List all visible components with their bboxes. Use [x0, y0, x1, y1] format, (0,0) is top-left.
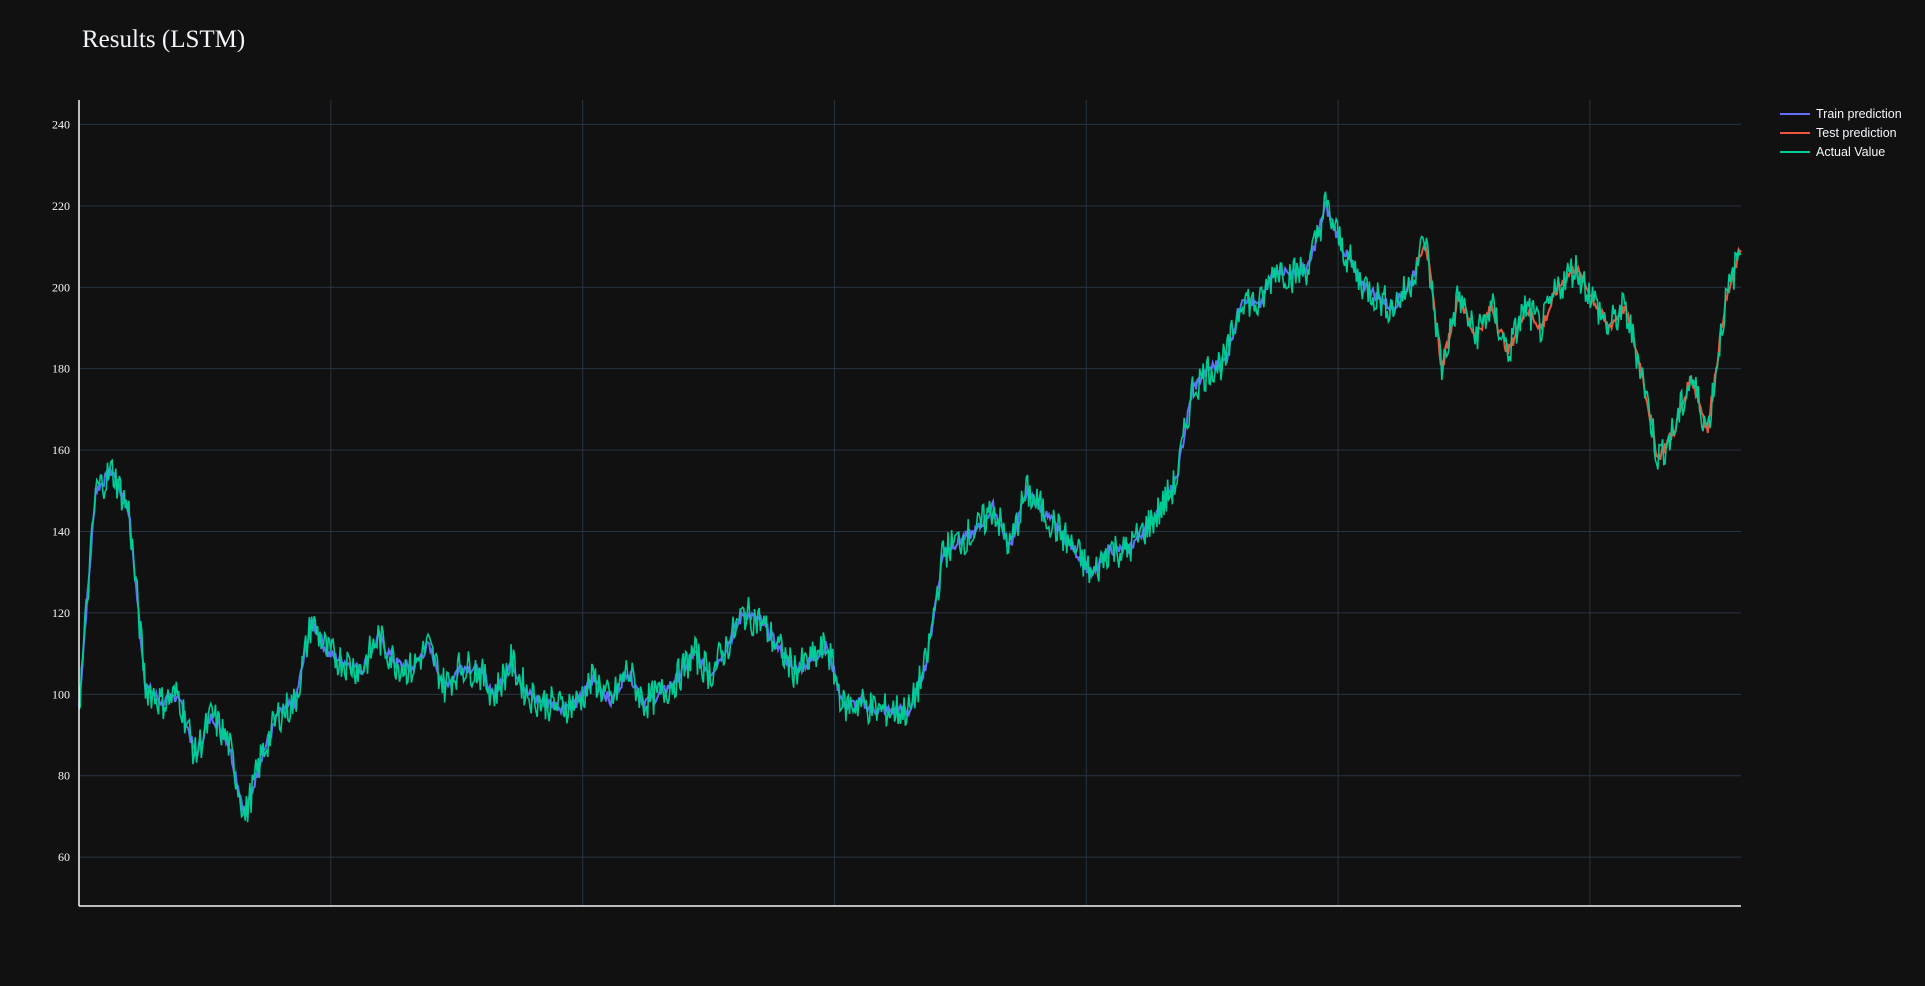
legend-item-test[interactable]: Test prediction	[1780, 123, 1902, 142]
legend-item-train[interactable]: Train prediction	[1780, 104, 1902, 123]
y-tick-label: 180	[52, 362, 70, 376]
y-tick-label: 160	[52, 443, 70, 457]
legend-swatch-train	[1780, 112, 1810, 115]
y-tick-label: 140	[52, 524, 70, 538]
y-axis-ticks: 60 80 100 120 140 160 180 200 220 240	[52, 117, 70, 864]
legend-label-train: Train prediction	[1816, 106, 1902, 121]
y-tick-label: 100	[52, 687, 70, 701]
legend-item-actual[interactable]: Actual Value	[1780, 142, 1902, 161]
legend-label-test: Test prediction	[1816, 125, 1897, 140]
series-lines	[78, 191, 1742, 823]
legend: Train prediction Test prediction Actual …	[1780, 104, 1902, 161]
y-tick-label: 240	[52, 117, 70, 131]
y-tick-label: 200	[52, 280, 70, 294]
legend-label-actual: Actual Value	[1816, 144, 1886, 159]
y-tick-label: 60	[58, 850, 70, 864]
legend-swatch-actual	[1780, 150, 1810, 153]
chart-title: Results (LSTM)	[82, 26, 246, 53]
legend-swatch-test	[1780, 131, 1810, 134]
y-tick-label: 220	[52, 199, 70, 213]
y-tick-label: 120	[52, 606, 70, 620]
grid-lines	[79, 100, 1741, 906]
series-line-actual-value	[78, 191, 1742, 823]
y-tick-label: 80	[58, 769, 70, 783]
